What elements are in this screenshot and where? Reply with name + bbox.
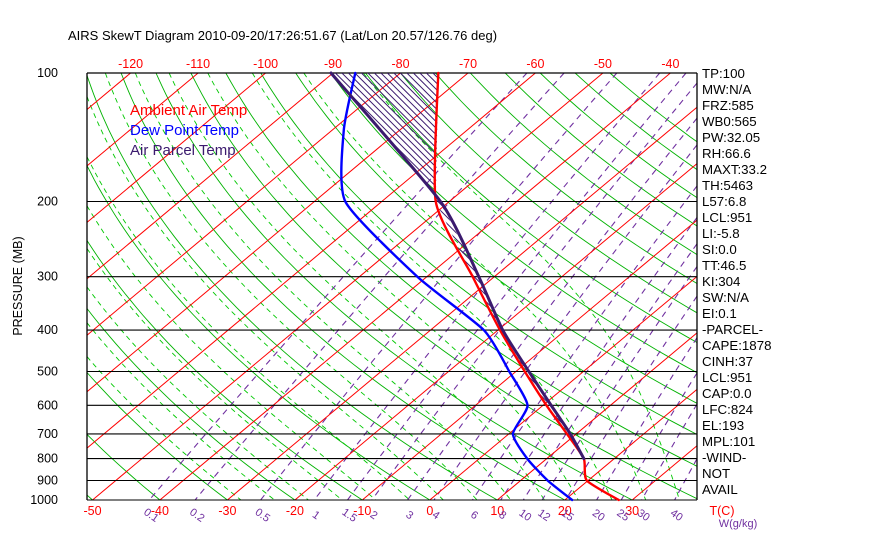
- svg-text:CAP:0.0: CAP:0.0: [702, 386, 752, 401]
- svg-text:SW:N/A: SW:N/A: [702, 290, 749, 305]
- svg-text:TT:46.5: TT:46.5: [702, 258, 746, 273]
- svg-text:-90: -90: [324, 57, 342, 71]
- svg-text:700: 700: [37, 427, 58, 441]
- svg-text:100: 100: [37, 66, 58, 80]
- svg-text:PRESSURE (MB): PRESSURE (MB): [11, 236, 25, 335]
- svg-text:LI:-5.8: LI:-5.8: [702, 226, 740, 241]
- svg-text:AIRS SkewT Diagram 2010-09-20/: AIRS SkewT Diagram 2010-09-20/17:26:51.6…: [68, 28, 497, 43]
- svg-text:200: 200: [37, 195, 58, 209]
- svg-text:1000: 1000: [30, 493, 58, 507]
- svg-text:500: 500: [37, 365, 58, 379]
- svg-text:-40: -40: [661, 57, 679, 71]
- svg-text:CINH:37: CINH:37: [702, 354, 753, 369]
- svg-text:L57:6.8: L57:6.8: [702, 194, 746, 209]
- svg-text:T(C): T(C): [710, 504, 735, 518]
- svg-text:-20: -20: [286, 504, 304, 518]
- svg-text:-80: -80: [391, 57, 409, 71]
- svg-text:300: 300: [37, 270, 58, 284]
- svg-text:-50: -50: [83, 504, 101, 518]
- svg-text:W(g/kg): W(g/kg): [719, 518, 758, 530]
- svg-text:EL:193: EL:193: [702, 418, 744, 433]
- svg-text:-30: -30: [218, 504, 236, 518]
- svg-text:PW:32.05: PW:32.05: [702, 130, 760, 145]
- svg-text:RH:66.6: RH:66.6: [702, 146, 751, 161]
- svg-text:NOT: NOT: [702, 466, 730, 481]
- svg-text:-50: -50: [594, 57, 612, 71]
- svg-text:-100: -100: [253, 57, 278, 71]
- svg-text:AVAIL: AVAIL: [702, 482, 738, 497]
- svg-text:-70: -70: [459, 57, 477, 71]
- svg-text:MPL:101: MPL:101: [702, 434, 755, 449]
- svg-text:-110: -110: [186, 57, 210, 71]
- svg-text:-120: -120: [118, 57, 143, 71]
- svg-text:900: 900: [37, 474, 58, 488]
- svg-text:800: 800: [37, 452, 58, 466]
- svg-text:SI:0.0: SI:0.0: [702, 242, 737, 257]
- svg-text:WB0:565: WB0:565: [702, 114, 757, 129]
- svg-text:TH:5463: TH:5463: [702, 178, 753, 193]
- svg-text:400: 400: [37, 323, 58, 337]
- svg-text:EI:0.1: EI:0.1: [702, 306, 737, 321]
- svg-text:KI:304: KI:304: [702, 274, 740, 289]
- svg-text:FRZ:585: FRZ:585: [702, 98, 754, 113]
- svg-text:-PARCEL-: -PARCEL-: [702, 322, 763, 337]
- svg-text:600: 600: [37, 398, 58, 412]
- svg-text:MAXT:33.2: MAXT:33.2: [702, 162, 767, 177]
- svg-text:-60: -60: [526, 57, 544, 71]
- svg-text:Ambient Air Temp: Ambient Air Temp: [130, 102, 247, 119]
- svg-text:LCL:951: LCL:951: [702, 210, 752, 225]
- svg-text:Dew Point Temp: Dew Point Temp: [130, 122, 239, 139]
- svg-text:TP:100: TP:100: [702, 66, 745, 81]
- svg-text:LFC:824: LFC:824: [702, 402, 753, 417]
- svg-text:CAPE:1878: CAPE:1878: [702, 338, 771, 353]
- svg-text:Air Parcel Temp: Air Parcel Temp: [130, 142, 236, 159]
- svg-text:LCL:951: LCL:951: [702, 370, 752, 385]
- svg-text:MW:N/A: MW:N/A: [702, 82, 751, 97]
- svg-text:-WIND-: -WIND-: [702, 450, 746, 465]
